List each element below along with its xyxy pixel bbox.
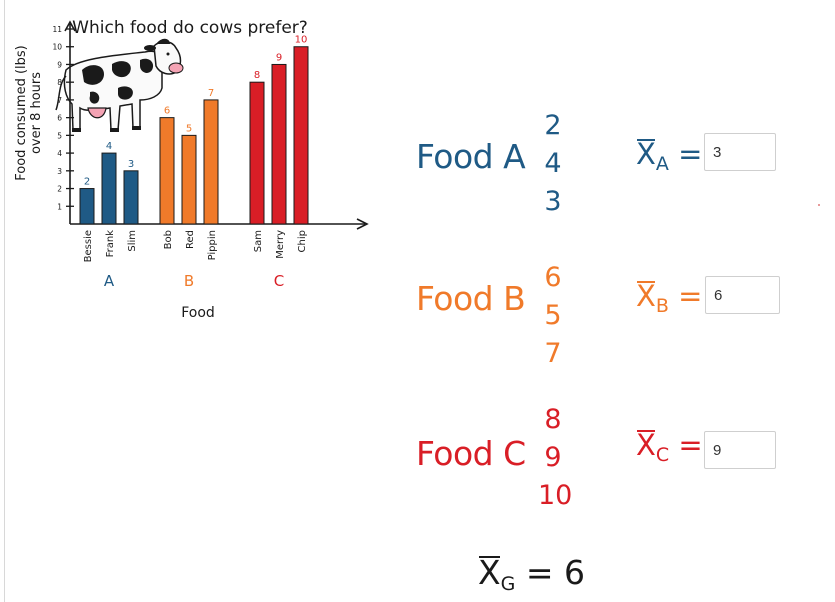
bar-slim — [123, 170, 139, 225]
y-tick-label: 3 — [57, 167, 62, 176]
bar-value-label: 5 — [186, 123, 192, 134]
mean-subscript: A — [655, 153, 669, 175]
food-value: 8 — [544, 404, 562, 435]
food-label-c: Food C — [416, 434, 526, 473]
mean-symbol: X — [636, 137, 656, 171]
mean-label-b: XB = — [636, 279, 702, 317]
mean-label-a: XA = — [636, 137, 702, 175]
bar-red — [181, 134, 197, 225]
food-value: 6 — [544, 262, 562, 293]
y-tick-label: 11 — [52, 25, 62, 34]
mean-input-a[interactable] — [704, 133, 776, 171]
mean-symbol: X — [636, 279, 656, 313]
mean-equals: = — [668, 279, 703, 313]
grand-mean-sub: G — [500, 573, 516, 595]
mean-input-b[interactable] — [705, 276, 780, 314]
grand-mean: XG = 6 — [478, 553, 585, 595]
bar-value-label: 9 — [276, 52, 282, 63]
bar-name-label: Merry — [275, 230, 286, 259]
grand-mean-symbol: X — [478, 553, 501, 592]
bar-chart: Which food do cows prefer? Food consumed… — [14, 18, 369, 321]
bar-name-label: Pippin — [207, 230, 218, 260]
bar-pippin — [203, 99, 219, 225]
bar-name-label: Slim — [127, 230, 138, 252]
y-tick-label: 8 — [57, 78, 62, 87]
food-value: 9 — [544, 442, 562, 473]
group-label: A — [104, 272, 115, 290]
bar-value-label: 7 — [208, 88, 214, 99]
mean-equals: = — [668, 137, 703, 171]
mean-input-c[interactable] — [704, 431, 776, 469]
bar-value-label: 10 — [295, 35, 308, 46]
bar-value-label: 4 — [106, 141, 112, 152]
y-axis-ticks: 1 2 3 4 5 6 7 8 9 10 11 — [52, 25, 74, 211]
bar-sam — [249, 81, 265, 225]
cow-illustration — [55, 38, 184, 132]
food-value: 7 — [544, 338, 562, 369]
food-value: 10 — [538, 480, 573, 511]
y-axis-label-line2: over 8 hours — [29, 72, 44, 154]
y-tick-label: 7 — [57, 96, 62, 105]
grand-mean-sign: = — [525, 553, 554, 592]
bar-value-label: 3 — [128, 159, 134, 170]
bar-name-label: Sam — [253, 230, 264, 252]
bar-bessie — [79, 188, 95, 225]
left-border — [4, 0, 5, 602]
food-label-b: Food B — [416, 279, 526, 318]
mean-label-c: XC = — [636, 428, 703, 466]
y-tick-label: 5 — [57, 131, 62, 140]
y-tick-label: 1 — [57, 202, 62, 211]
stray-dot — [818, 204, 820, 206]
y-tick-label: 6 — [57, 114, 62, 123]
bar-name-label: Red — [185, 230, 196, 249]
bar-merry — [271, 63, 287, 225]
food-value: 5 — [544, 300, 562, 331]
y-tick-label: 2 — [57, 185, 62, 194]
bar-frank — [101, 152, 117, 225]
mean-equals: = — [669, 428, 703, 462]
group-label: B — [184, 272, 194, 290]
mean-subscript: B — [655, 295, 669, 317]
x-axis-label: Food — [181, 305, 215, 321]
mean-symbol: X — [636, 428, 656, 462]
food-value: 2 — [544, 110, 562, 141]
food-label-a: Food A — [416, 137, 526, 176]
food-value: 4 — [544, 148, 562, 179]
bars: 2 Bessie 4 Frank 3 Slim A 6 Bob 5 Red 7 Pippin B 8 Sam 9… — [79, 35, 309, 290]
mean-subscript: C — [655, 444, 670, 466]
bar-name-label: Frank — [105, 230, 116, 258]
y-tick-label: 4 — [57, 149, 62, 158]
bar-chip — [293, 46, 309, 225]
food-value: 3 — [544, 186, 562, 217]
chart-title: Which food do cows prefer? — [72, 18, 308, 38]
group-label: C — [274, 272, 284, 290]
bar-name-label: Bob — [163, 230, 174, 249]
bar-value-label: 2 — [84, 177, 90, 188]
bar-value-label: 8 — [254, 70, 260, 81]
bar-name-label: Bessie — [83, 230, 94, 262]
y-tick-label: 9 — [57, 60, 62, 69]
grand-mean-value: 6 — [564, 553, 585, 592]
bar-bob — [159, 117, 175, 225]
y-tick-label: 10 — [52, 43, 62, 52]
bar-name-label: Chip — [297, 230, 308, 252]
y-axis-label-line1: Food consumed (lbs) — [14, 45, 29, 180]
bar-value-label: 6 — [164, 106, 170, 117]
